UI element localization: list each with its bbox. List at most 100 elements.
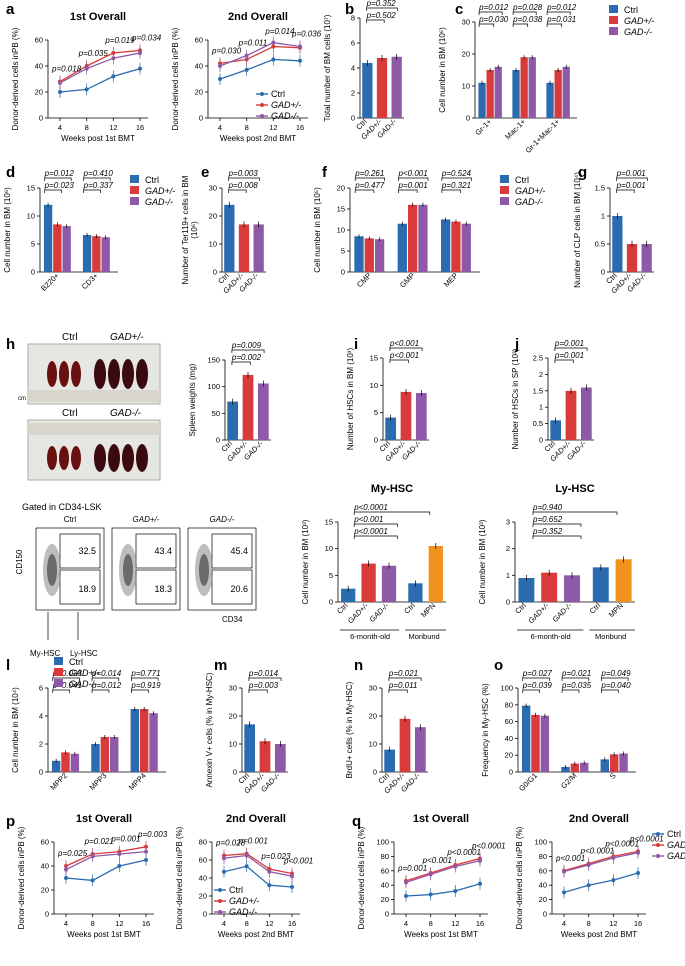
- legend-label: GAD+/-: [271, 100, 301, 110]
- gate-ly-hsc: [211, 569, 253, 605]
- bar: [384, 749, 396, 772]
- bar: [528, 57, 536, 118]
- legend-label: GAD-/-: [515, 197, 543, 207]
- x-axis-label: Weeks post 1st BMT: [67, 930, 141, 939]
- y-tick-label: 10: [337, 226, 345, 235]
- data-point: [562, 869, 566, 874]
- bar: [100, 737, 110, 772]
- significance-bracket: [91, 677, 120, 681]
- y-tick-label: 20: [229, 712, 237, 721]
- y-axis-label: Cell number in BM (10⁵): [313, 187, 322, 273]
- data-point: [636, 870, 640, 875]
- p-value: p=0.049: [600, 669, 631, 678]
- flow-plot: GAD-/- 45.4 20.6: [187, 515, 257, 611]
- y-tick-label: 4: [351, 64, 355, 73]
- significance-bracket: [248, 677, 282, 681]
- p-value: p=0.030: [478, 15, 509, 24]
- p-value: p=0.038: [512, 15, 543, 24]
- flow-plot-title: Ctrl: [64, 515, 77, 524]
- data-point: [271, 40, 276, 45]
- significance-bracket: [532, 523, 582, 527]
- category-label: Ctrl: [513, 601, 528, 616]
- x-tick-label: 12: [609, 919, 617, 928]
- p-value: p=0.011: [238, 39, 268, 48]
- x-tick-label: 16: [136, 123, 144, 132]
- significance-bracket: [44, 189, 62, 193]
- significance-bracket: [441, 189, 461, 193]
- p-value: p<0.0001: [353, 503, 388, 512]
- legend-swatch: [609, 27, 618, 35]
- flow-x-axis-label: CD34: [222, 615, 243, 624]
- p-value: p=0.028: [215, 839, 246, 848]
- x-tick-label: 8: [245, 123, 249, 132]
- category-label: MEP: [442, 271, 460, 289]
- bar: [92, 236, 101, 272]
- gate-percentage-ly-hsc: 18.9: [78, 584, 96, 594]
- y-tick-label: 0: [341, 268, 345, 277]
- significance-bracket: [554, 359, 574, 363]
- significance-bracket: [44, 177, 72, 181]
- y-axis-label: Number of Ter119+ cells in BM(10⁶): [181, 175, 199, 284]
- x-tick-label: 16: [476, 919, 484, 928]
- p-value: p=0.041: [52, 681, 82, 690]
- legend-swatch: [500, 197, 509, 205]
- significance-bracket: [91, 689, 110, 693]
- bar: [565, 390, 577, 440]
- gate-percentage-my-hsc: 45.4: [230, 546, 248, 556]
- y-tick-label: 0: [373, 768, 377, 777]
- legend-label: Ctrl: [145, 175, 159, 185]
- significance-bracket: [52, 689, 70, 693]
- panel-label: m: [214, 657, 227, 674]
- significance-bracket: [83, 177, 111, 181]
- x-tick-label: 16: [634, 919, 642, 928]
- y-tick-label: 0: [539, 436, 543, 445]
- p-value: p=0.652: [532, 515, 563, 524]
- series-line: [65, 846, 147, 867]
- x-axis-label: Weeks post 2nd BMT: [220, 134, 296, 143]
- bar: [415, 392, 427, 440]
- y-axis-label: Total number of BM cells (10⁷): [323, 14, 332, 121]
- photo-label-ctrl-top: Ctrl: [62, 332, 78, 343]
- bar: [70, 753, 80, 772]
- flow-y-axis-label: CD150: [15, 549, 24, 574]
- p-value: p=0.039: [522, 681, 553, 690]
- p-value: p<0.001: [555, 854, 585, 863]
- category-label: CMP: [355, 271, 373, 289]
- panel-label: n: [354, 657, 363, 674]
- y-tick-label: 20: [35, 88, 43, 97]
- data-point: [117, 852, 122, 856]
- significance-bracket: [83, 189, 101, 193]
- bar: [546, 82, 554, 118]
- y-tick-label: 2: [506, 544, 510, 553]
- y-tick-label: 20: [369, 712, 377, 721]
- p-value: p=0.019: [104, 36, 135, 45]
- y-tick-label: 40: [195, 62, 203, 71]
- panel-label: a: [6, 1, 15, 18]
- bar: [612, 216, 623, 272]
- significance-bracket: [478, 11, 503, 15]
- significance-bracket: [616, 189, 635, 193]
- bar: [494, 66, 502, 118]
- ruler-top: [28, 390, 160, 402]
- legend-swatch: [130, 186, 139, 194]
- chart-title: 2nd Overall: [226, 813, 286, 825]
- bar: [478, 82, 486, 118]
- flow-cytometry-panel: Gated in CD34-LSK CD150 CD34 My-HSC Ly-H…: [15, 502, 243, 658]
- data-point: [453, 864, 458, 869]
- chart-title: 1st Overall: [76, 813, 132, 825]
- p-value: p=0.025: [57, 849, 88, 858]
- x-tick-label: 8: [587, 919, 591, 928]
- bar: [399, 718, 411, 772]
- legend-label: GAD+/-: [667, 840, 685, 850]
- p-value: p<0.0001: [604, 839, 639, 848]
- legend-label: Ctrl: [667, 829, 681, 839]
- category-label: S: [608, 771, 618, 781]
- spleen-photo: Ctrl GAD+/- Ctrl GAD-/- cm: [18, 332, 161, 481]
- y-tick-label: 8: [351, 14, 355, 23]
- gate-percentage-my-hsc: 43.4: [154, 546, 172, 556]
- significance-bracket: [354, 189, 375, 193]
- y-tick-label: 20: [199, 892, 207, 901]
- bar: [224, 204, 235, 272]
- y-axis-label: Spleen weights (mg): [188, 363, 197, 436]
